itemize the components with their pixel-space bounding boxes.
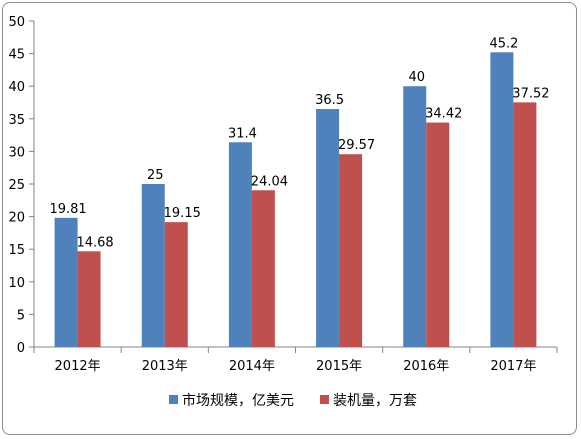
x-tick-label: 2013年 <box>142 359 188 374</box>
legend-label-series-1: 市场规模，亿美元 <box>182 392 294 409</box>
bar-series-2 <box>513 102 537 347</box>
y-tick-label: 0 <box>17 341 25 356</box>
bar-series-2 <box>251 190 275 347</box>
bar-series-1 <box>228 142 252 347</box>
x-tick-label: 2015年 <box>316 359 362 374</box>
data-label-series-1: 36.5 <box>315 93 344 108</box>
data-label-series-1: 40 <box>408 70 425 85</box>
data-label-series-1: 19.81 <box>49 202 86 217</box>
bar-series-2 <box>77 251 101 347</box>
x-tick-label: 2016年 <box>403 359 449 374</box>
data-label-series-2: 14.68 <box>76 235 113 250</box>
chart-frame <box>2 2 577 435</box>
data-label-series-2: 37.52 <box>512 86 549 101</box>
bar-series-1 <box>403 86 427 347</box>
y-tick-label: 20 <box>8 211 25 226</box>
bar-series-2 <box>339 154 363 347</box>
y-tick-label: 35 <box>8 113 25 128</box>
data-label-series-2: 29.57 <box>338 138 375 153</box>
bar-series-2 <box>426 122 450 347</box>
y-tick-label: 45 <box>8 48 25 63</box>
bar-series-1 <box>490 52 514 348</box>
x-tick-label: 2014年 <box>229 359 275 374</box>
legend-swatch-series-1 <box>169 395 178 404</box>
data-label-series-2: 19.15 <box>164 206 201 221</box>
bar-series-1 <box>54 217 78 347</box>
data-label-series-2: 24.04 <box>251 174 288 189</box>
y-tick-label: 25 <box>8 178 25 193</box>
legend-label-series-2: 装机量，万套 <box>333 393 417 409</box>
y-tick-label: 10 <box>8 276 25 291</box>
data-label-series-1: 25 <box>147 168 164 183</box>
y-tick-label: 30 <box>8 145 25 160</box>
bar-series-2 <box>164 222 188 347</box>
data-label-series-2: 34.42 <box>425 107 462 122</box>
legend-swatch-series-2 <box>320 395 329 404</box>
x-tick-label: 2012年 <box>55 359 101 374</box>
y-tick-label: 40 <box>8 80 25 95</box>
data-label-series-1: 45.2 <box>489 36 518 51</box>
data-label-series-1: 31.4 <box>228 126 257 141</box>
y-tick-label: 5 <box>17 308 25 323</box>
bar-series-1 <box>316 109 340 348</box>
y-tick-label: 15 <box>8 243 25 258</box>
y-tick-label: 50 <box>8 15 25 30</box>
bar-series-1 <box>141 184 165 347</box>
x-tick-label: 2017年 <box>490 359 536 374</box>
